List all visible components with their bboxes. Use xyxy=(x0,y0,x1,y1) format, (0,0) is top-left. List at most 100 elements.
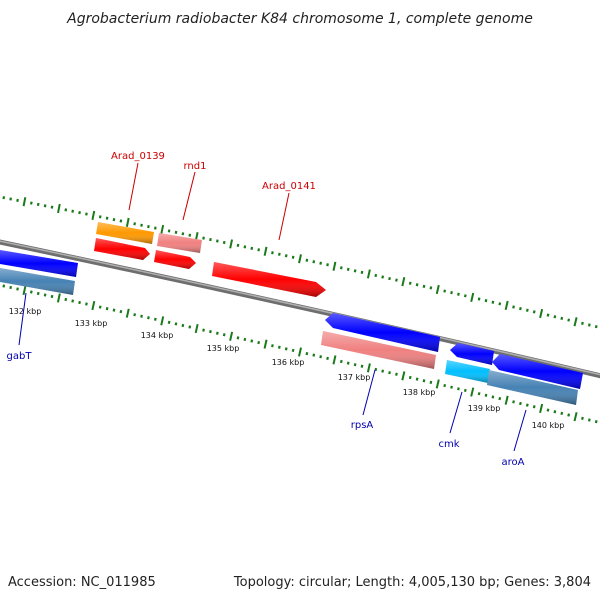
outer-ring-minor-tick xyxy=(560,316,564,321)
outer-ring-minor-tick xyxy=(36,202,40,207)
outer-ring-minor-tick xyxy=(29,201,33,205)
outer-ring-minor-tick xyxy=(339,266,343,270)
label-gabt[interactable]: gabT xyxy=(7,351,33,362)
inner-ring-minor-tick xyxy=(381,369,385,373)
leader-arad-0139 xyxy=(128,162,139,211)
label-rpsa[interactable]: rpsA xyxy=(351,420,374,431)
outer-ring-minor-tick xyxy=(587,323,591,327)
inner-ring-minor-tick xyxy=(319,355,323,359)
inner-ring-minor-tick xyxy=(484,393,488,397)
inner-ring-minor-tick xyxy=(188,325,192,329)
outer-ring-minor-tick xyxy=(140,223,143,227)
outer-ring-minor-tick xyxy=(250,246,254,250)
tick-label-133: 133 kbp xyxy=(75,319,108,328)
outer-ring-minor-tick xyxy=(222,240,226,245)
outer-ring-minor-tick xyxy=(319,261,323,265)
feature-shade xyxy=(492,354,583,389)
inner-ring-minor-tick xyxy=(174,322,178,326)
inner-ring-minor-tick xyxy=(284,347,288,351)
label-aroa[interactable]: aroA xyxy=(502,457,525,468)
outer-ring-minor-tick xyxy=(422,284,426,288)
tick-label-134: 134 kbp xyxy=(141,331,174,340)
inner-tick-ring xyxy=(2,284,598,424)
inner-ring-minor-tick xyxy=(374,367,378,372)
label-rnd1[interactable]: rnd1 xyxy=(184,161,207,172)
inner-ring-minor-tick xyxy=(477,392,481,396)
inner-ring-minor-tick xyxy=(415,377,419,381)
inner-ring-major-tick xyxy=(435,379,440,389)
tick-label-137: 137 kbp xyxy=(338,373,371,382)
forward-features xyxy=(94,222,326,297)
outer-ring-minor-tick xyxy=(119,219,123,223)
inner-ring-minor-tick xyxy=(450,385,453,389)
outer-ring-major-tick xyxy=(125,217,130,228)
outer-ring-minor-tick xyxy=(153,226,157,230)
feature-shade xyxy=(94,238,150,260)
inner-ring-major-tick xyxy=(56,293,61,303)
feature-shade xyxy=(212,262,326,297)
outer-ring-minor-tick xyxy=(98,215,102,219)
outer-ring-major-tick xyxy=(470,292,475,303)
outer-ring-minor-tick xyxy=(353,269,357,273)
inner-ring-major-tick xyxy=(470,387,475,397)
label-arad-0139[interactable]: Arad_0139 xyxy=(111,151,165,162)
inner-ring-minor-tick xyxy=(167,320,171,324)
inner-ring-minor-tick xyxy=(78,300,81,305)
feature-shade xyxy=(0,268,75,295)
outer-ring-major-tick xyxy=(539,308,544,319)
outer-ring-minor-tick xyxy=(243,245,247,249)
inner-ring-major-tick xyxy=(229,331,234,341)
inner-ring-major-tick xyxy=(91,300,96,311)
inner-ring-major-tick xyxy=(194,323,199,334)
inner-ring-minor-tick xyxy=(16,287,19,291)
outer-ring-minor-tick xyxy=(2,196,6,200)
inner-ring-minor-tick xyxy=(594,420,598,424)
outer-ring-minor-tick xyxy=(388,276,391,281)
inner-ring-minor-tick xyxy=(360,364,364,368)
outer-ring-minor-tick xyxy=(181,232,185,236)
inner-ring-minor-tick xyxy=(85,302,88,306)
outer-ring-major-tick xyxy=(573,317,578,327)
inner-ring-minor-tick xyxy=(326,356,329,360)
leader-rnd1 xyxy=(182,171,196,221)
inner-ring-major-tick xyxy=(332,355,337,365)
outer-ring-major-tick xyxy=(504,300,509,311)
outer-ring-minor-tick xyxy=(346,267,350,271)
inner-ring-minor-tick xyxy=(140,314,143,318)
leader-gabt xyxy=(18,292,27,346)
label-arad-0141[interactable]: Arad_0141 xyxy=(262,181,316,192)
tick-label-136: 136 kbp xyxy=(272,358,305,367)
outer-ring-minor-tick xyxy=(408,281,412,285)
outer-ring-minor-tick xyxy=(374,273,378,278)
feature-shade xyxy=(321,331,436,369)
inner-ring-major-tick xyxy=(401,371,406,381)
inner-ring-minor-tick xyxy=(209,330,212,334)
genome-backbone xyxy=(0,239,600,379)
label-cmk[interactable]: cmk xyxy=(438,439,459,450)
inner-ring-minor-tick xyxy=(9,285,13,290)
outer-ring-minor-tick xyxy=(105,216,109,220)
outer-ring-major-tick xyxy=(160,224,165,235)
forward-label-lines xyxy=(128,162,290,241)
inner-ring-major-tick xyxy=(539,403,544,414)
inner-ring-minor-tick xyxy=(463,388,467,393)
inner-ring-minor-tick xyxy=(243,337,247,342)
outer-ring-major-tick xyxy=(298,254,302,264)
outer-ring-minor-tick xyxy=(326,263,329,267)
inner-ring-minor-tick xyxy=(43,293,47,297)
outer-ring-major-tick xyxy=(435,284,440,295)
outer-ring-major-tick xyxy=(229,239,234,249)
outer-ring-major-tick xyxy=(57,203,61,214)
outer-ring-minor-tick xyxy=(477,297,481,301)
outer-ring-minor-tick xyxy=(85,212,88,216)
outer-ring-major-tick xyxy=(332,261,337,271)
inner-ring-minor-tick xyxy=(587,418,591,422)
inner-ring-minor-tick xyxy=(181,323,185,328)
outer-ring-major-tick xyxy=(263,246,268,256)
inner-ring-minor-tick xyxy=(29,290,33,294)
kbp-tick-labels: 132 kbp 133 kbp 134 kbp 135 kbp 136 kbp … xyxy=(9,307,565,430)
reverse-label-lines xyxy=(18,292,527,452)
outer-ring-minor-tick xyxy=(594,325,598,329)
inner-ring-minor-tick xyxy=(532,405,536,409)
inner-ring-minor-tick xyxy=(422,379,426,383)
